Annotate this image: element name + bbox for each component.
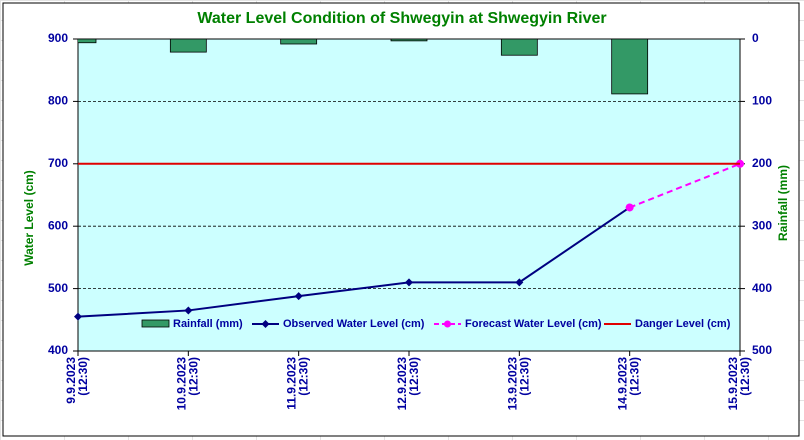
bar	[390, 39, 428, 42]
y2-tick-label: 300	[752, 218, 772, 232]
x-tick-label: 15.9.2023(12:30)	[726, 357, 752, 411]
bar	[169, 39, 207, 53]
y-tick-label: 600	[48, 218, 68, 232]
x-tick-label: 13.9.2023(12:30)	[506, 357, 532, 411]
bar	[611, 39, 649, 95]
y-tick-label: 500	[48, 281, 68, 295]
legend-marker	[444, 320, 451, 328]
y2-tick-label: 200	[752, 156, 772, 170]
legend-label: Forecast Water Level (cm)	[465, 318, 602, 330]
point	[405, 278, 413, 287]
plot-layer	[78, 39, 649, 95]
y2-axis-title: Rainfall (mm)	[776, 165, 790, 241]
x-tick-label: 12.9.2023(12:30)	[395, 357, 421, 411]
point	[74, 312, 82, 321]
bar	[500, 39, 538, 56]
y2-tick-label: 400	[752, 281, 772, 295]
y2-tick-label: 100	[752, 94, 772, 108]
legend-swatch	[141, 319, 170, 328]
chart-title: Water Level Condition of Shwegyin at Shw…	[197, 10, 606, 27]
legend-label: Observed Water Level (cm)	[283, 318, 425, 330]
x-tick-label: 11.9.2023(12:30)	[285, 357, 311, 410]
x-tick-label: 10.9.2023(12:30)	[175, 357, 201, 411]
legend-marker	[261, 320, 270, 328]
point	[184, 306, 193, 315]
point	[515, 278, 524, 287]
y-tick-label: 900	[48, 31, 68, 45]
y2-tick-label: 500	[752, 343, 772, 357]
y2-tick-label: 0	[752, 31, 759, 45]
point	[294, 292, 303, 301]
legend-label: Rainfall (mm)	[173, 318, 243, 330]
x-tick-label: 14.9.2023(12:30)	[616, 357, 642, 411]
bar	[78, 39, 97, 44]
legend-label: Danger Level (cm)	[635, 318, 731, 330]
x-tick-label: 9.9.2023(12:30)	[64, 357, 90, 404]
bar	[280, 39, 318, 45]
y-tick-label: 800	[48, 94, 68, 108]
line	[77, 206, 631, 318]
y-axis-title: Water Level (cm)	[22, 170, 36, 266]
y-tick-label: 700	[48, 156, 68, 170]
y-tick-label: 400	[48, 343, 68, 357]
point	[625, 203, 634, 212]
